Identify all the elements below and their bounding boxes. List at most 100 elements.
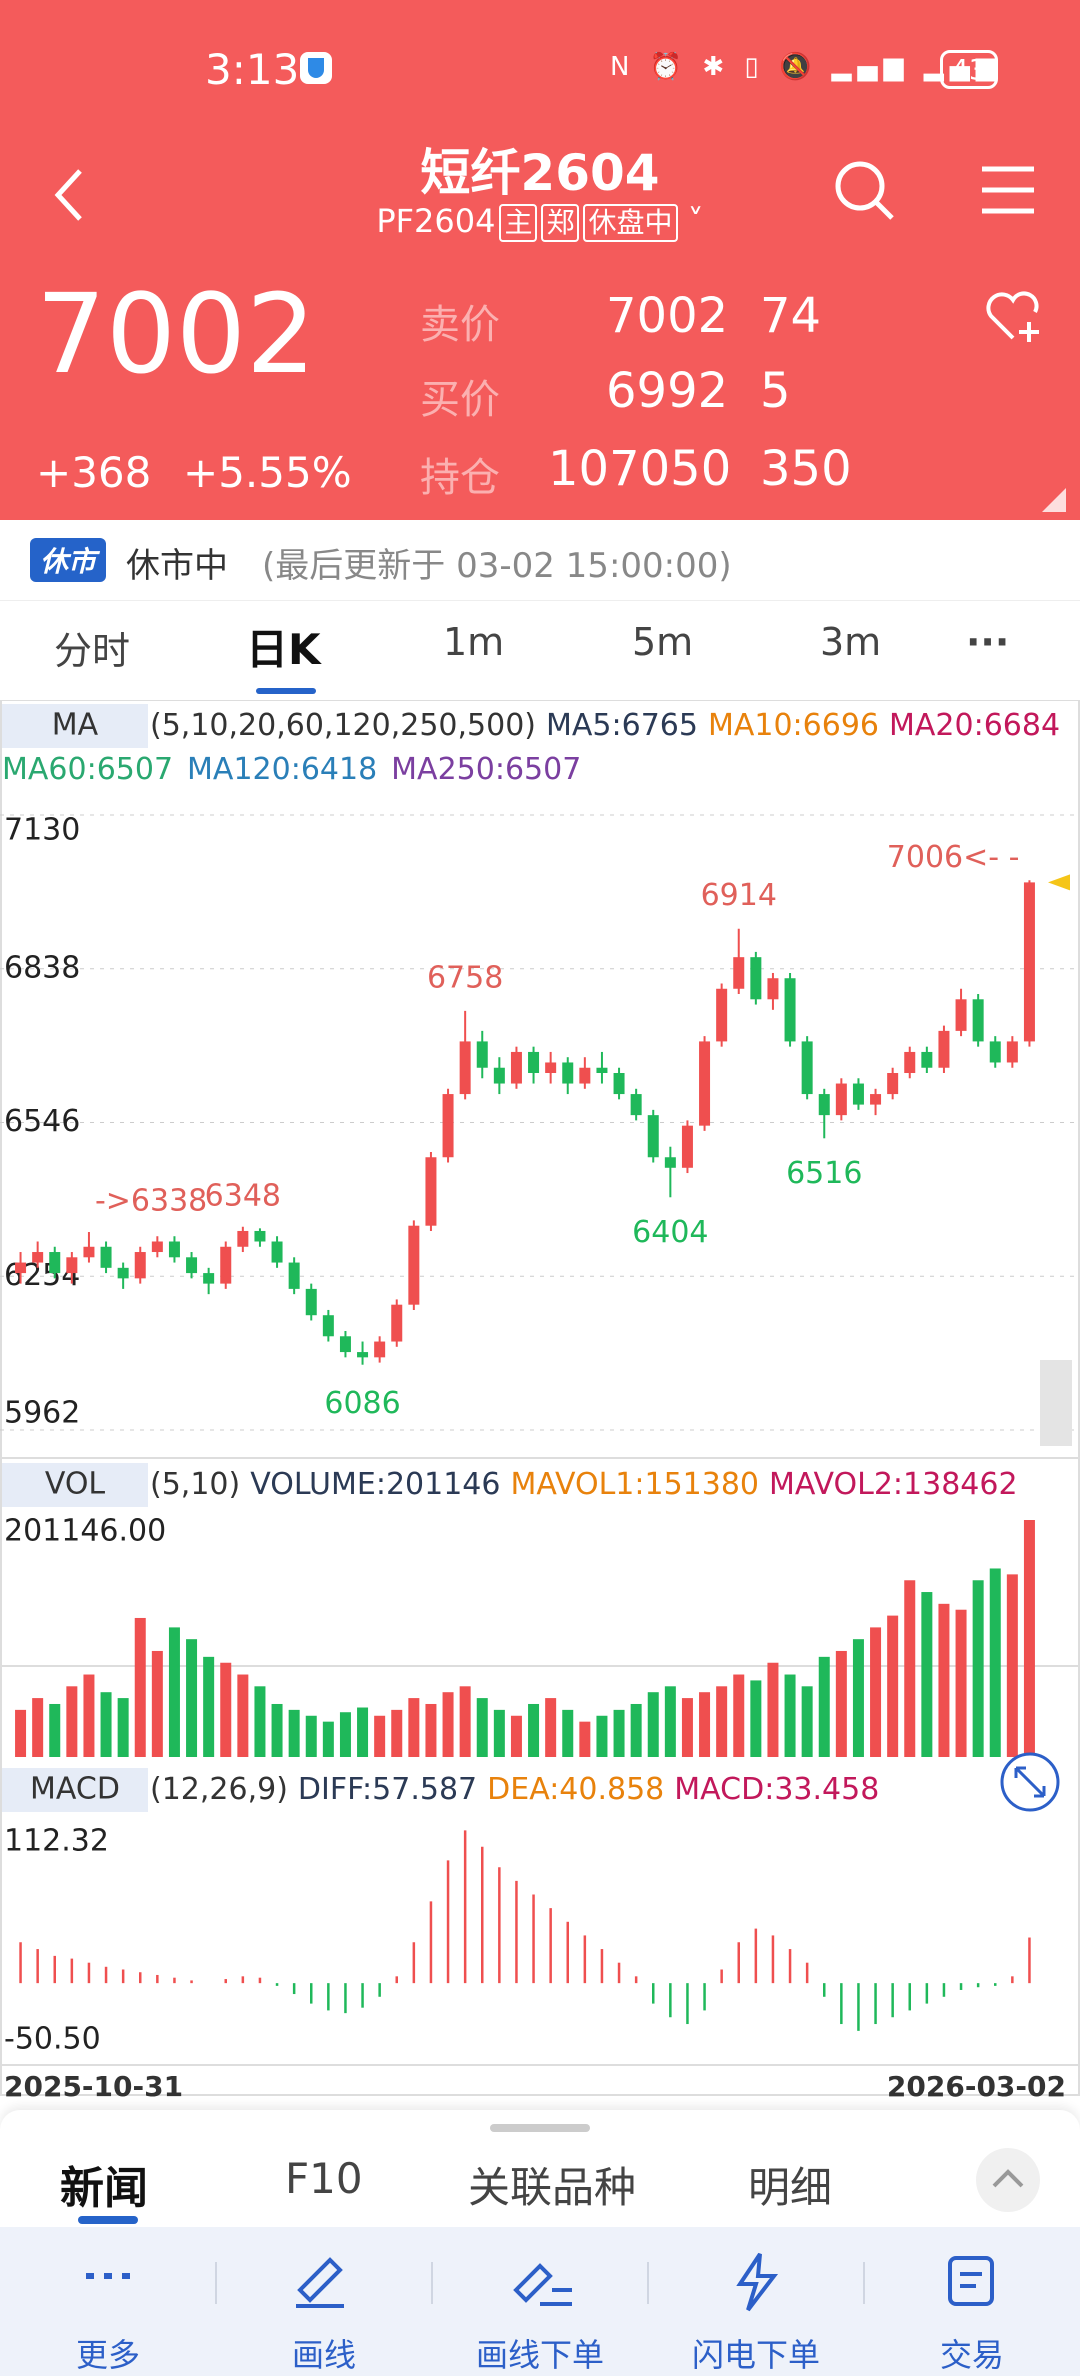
candle-body — [818, 1094, 830, 1116]
clock: 3:13 — [205, 45, 300, 94]
volume-bar — [1006, 1574, 1018, 1757]
volume-bar — [801, 1686, 813, 1757]
tab[interactable]: 5m — [632, 620, 694, 664]
volume-bar — [322, 1721, 334, 1757]
volume-bar — [972, 1580, 984, 1757]
legend-params: (5,10) — [150, 1467, 240, 1502]
volume-bar — [339, 1712, 351, 1757]
volume-bar — [220, 1662, 232, 1757]
legend-item: MACD:33.458 — [674, 1772, 879, 1807]
candle-body — [83, 1246, 95, 1258]
nav-item[interactable]: 交易 — [939, 2336, 1004, 2374]
battery: 43 — [940, 50, 998, 89]
candle-body — [100, 1246, 112, 1268]
candle-body — [784, 978, 796, 1042]
legend-params: (5,10,20,60,120,250,500) — [150, 708, 536, 743]
quote-qty: 74 — [760, 288, 822, 344]
candle-body — [955, 999, 967, 1031]
candle-body — [989, 1041, 1001, 1063]
header: 3:13 N ⏰ ✱ ▯ 🔕 ▂▄▆ ▂▄▆ 43 短纤2604 PF2604 主… — [0, 0, 1080, 520]
nav-item[interactable]: 闪电下单 — [691, 2336, 820, 2374]
panel-tab[interactable]: F10 — [285, 2154, 363, 2203]
scroll-handle — [1040, 1360, 1072, 1446]
search-button[interactable] — [832, 158, 898, 224]
annotation: 6516 — [786, 1156, 862, 1191]
candle-body — [134, 1252, 146, 1279]
change-pct: +5.55% — [183, 448, 352, 497]
candle-body — [921, 1051, 933, 1068]
legend-item: MA10:6696 — [708, 708, 879, 743]
candle-body — [476, 1041, 488, 1068]
volume-bar — [681, 1698, 693, 1757]
legend-item: MA250:6507 — [391, 752, 581, 787]
candle-body — [972, 999, 984, 1042]
market-status: 休市 休市中 (最后更新于 03-02 15:00:00) — [0, 520, 1080, 601]
badge: 休市 — [30, 538, 107, 582]
legend: (5,10) VOLUME:201146 MAVOL1:151380 MAVOL2:1… — [150, 1467, 1018, 1502]
volume-bar — [271, 1703, 283, 1757]
quote-price: 7002 — [606, 288, 729, 344]
volume-bar — [83, 1674, 95, 1757]
tab[interactable]: 1m — [443, 620, 505, 664]
bottom-nav — [0, 2227, 1080, 2376]
collapse-button[interactable] — [974, 2146, 1042, 2214]
favorite-button[interactable] — [985, 290, 1045, 346]
candle-body — [237, 1230, 249, 1247]
legend-item: DEA:40.858 — [487, 1772, 664, 1807]
candle-body — [442, 1094, 454, 1158]
panel-tab[interactable]: 明细 — [748, 2163, 833, 2212]
candle-body — [528, 1051, 540, 1074]
candle-body — [271, 1241, 283, 1263]
tab-active[interactable]: 日K — [246, 625, 321, 674]
panel-tab[interactable]: 新闻 — [60, 2163, 148, 2214]
change: +368 — [36, 448, 152, 497]
candle-body — [579, 1067, 591, 1084]
date-label: 2026-03-02 — [887, 2070, 1066, 2103]
panel-tab[interactable]: 关联品种 — [468, 2163, 637, 2212]
menu-button[interactable] — [980, 165, 1036, 215]
volume-bar — [391, 1709, 403, 1757]
volume-bar — [100, 1692, 112, 1757]
candle-body — [733, 957, 745, 989]
tab[interactable]: 3m — [820, 620, 882, 664]
back-button[interactable] — [50, 165, 90, 225]
updated: (最后更新于 03-02 15:00:00) — [262, 546, 732, 586]
last-price-marker — [1048, 874, 1070, 891]
volume-bar — [699, 1692, 711, 1757]
nav-item[interactable]: 画线下单 — [475, 2336, 604, 2374]
legend-item: MA60:6507 — [2, 752, 173, 787]
nav-icons — [86, 2252, 994, 2312]
volume-bar — [818, 1656, 830, 1757]
candle-body — [630, 1094, 642, 1116]
candle-body — [408, 1225, 420, 1305]
volume-bar — [32, 1698, 44, 1757]
nav-item[interactable]: 画线 — [291, 2336, 356, 2374]
legend-tag — [2, 1463, 148, 1507]
expand-icon — [1014, 1766, 1046, 1798]
annotation: 6404 — [632, 1215, 708, 1250]
quote-qty: 5 — [760, 363, 791, 419]
legend: (5,10,20,60,120,250,500) MA5:6765 MA10:669… — [150, 708, 1060, 743]
y-tick-label: 5962 — [4, 1396, 80, 1431]
volume-bar — [613, 1709, 625, 1757]
subtitle: PF2604 主郑休盘中 ˅ — [376, 202, 704, 242]
candle-body — [887, 1073, 899, 1095]
volume-bar — [49, 1703, 61, 1757]
volume-bar — [870, 1627, 882, 1757]
nav-item[interactable]: 更多 — [75, 2336, 140, 2374]
more-tabs[interactable]: ··· — [966, 620, 1010, 664]
candle-body — [1006, 1041, 1018, 1063]
legend: MA60:6507 MA120:6418 MA250:6507 — [2, 752, 581, 787]
axis-label: 112.32 — [4, 1824, 109, 1859]
candle-body — [647, 1115, 659, 1158]
volume-bar — [66, 1686, 78, 1757]
tab[interactable]: 分时 — [54, 629, 131, 673]
volume-bar — [955, 1609, 967, 1757]
annotation: 6914 — [701, 878, 777, 913]
volume-bar — [733, 1674, 745, 1757]
candle-body — [904, 1051, 916, 1074]
corner-mark — [1042, 488, 1066, 512]
volume-bar — [750, 1680, 762, 1757]
candle-body — [493, 1067, 505, 1084]
